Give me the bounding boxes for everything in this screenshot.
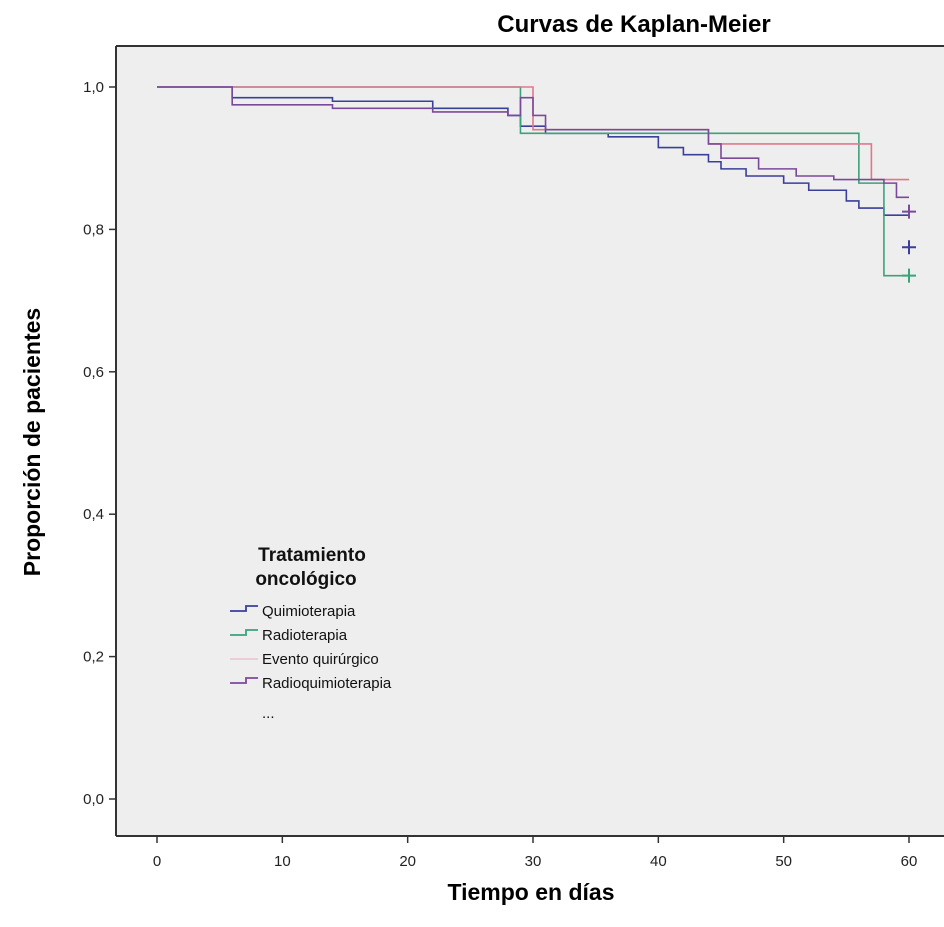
legend-title-line-2: oncológico xyxy=(255,569,356,590)
plot-frame xyxy=(115,45,944,837)
legend-label: Evento quirúrgico xyxy=(262,651,379,668)
legend-swatch xyxy=(230,629,258,636)
censor-mark-quimioterapia xyxy=(902,240,916,255)
legend-swatch xyxy=(230,677,258,684)
y-tick-label: 0,4 xyxy=(83,506,104,523)
x-tick-label: 0 xyxy=(153,853,161,870)
x-tick-label: 40 xyxy=(650,853,667,870)
y-axis-ticks: 0,0 0,2 0,4 0,6 0,8 1,0 xyxy=(83,79,116,808)
y-tick-label: 0,6 xyxy=(83,364,104,381)
legend-item: Quimioterapia xyxy=(230,603,356,620)
legend-item: Evento quirúrgico xyxy=(230,651,379,668)
legend-label: Radioquimioterapia xyxy=(262,675,392,692)
legend: Tratamiento oncológico Quimioterapia Radi… xyxy=(230,545,392,722)
legend-label: Quimioterapia xyxy=(262,603,356,620)
legend-item: Radioterapia xyxy=(230,627,348,644)
series-layer xyxy=(157,86,916,283)
series-line-radioquimioterapia xyxy=(157,86,909,199)
y-tick-label: 0,8 xyxy=(83,221,104,238)
y-tick-label: 0,2 xyxy=(83,649,104,666)
legend-title-line-1: Tratamiento xyxy=(258,545,366,566)
x-axis-ticks: 0 10 20 30 40 50 60 xyxy=(153,836,918,870)
legend-extra: ... xyxy=(262,705,275,722)
censor-mark-radioterapia xyxy=(902,268,916,283)
y-tick-label: 1,0 xyxy=(83,79,104,96)
x-axis-label: Tiempo en días xyxy=(447,879,614,905)
x-tick-label: 20 xyxy=(399,853,416,870)
x-tick-label: 30 xyxy=(525,853,542,870)
legend-swatch xyxy=(230,605,258,612)
x-tick-label: 50 xyxy=(775,853,792,870)
y-tick-label: 0,0 xyxy=(83,791,104,808)
legend-items: Quimioterapia Radioterapia Evento quirúrgi… xyxy=(230,603,392,692)
legend-label: Radioterapia xyxy=(262,627,348,644)
series-line-radioterapia xyxy=(157,86,909,277)
series-line-quimioterapia xyxy=(157,86,909,216)
chart-title: Curvas de Kaplan-Meier xyxy=(497,11,770,38)
x-tick-label: 60 xyxy=(901,853,918,870)
censor-mark-radioquimioterapia xyxy=(902,204,916,219)
x-tick-label: 10 xyxy=(274,853,291,870)
y-axis-label: Proporción de pacientes xyxy=(19,308,45,576)
plot-background xyxy=(116,46,944,836)
legend-item: Radioquimioterapia xyxy=(230,675,392,692)
